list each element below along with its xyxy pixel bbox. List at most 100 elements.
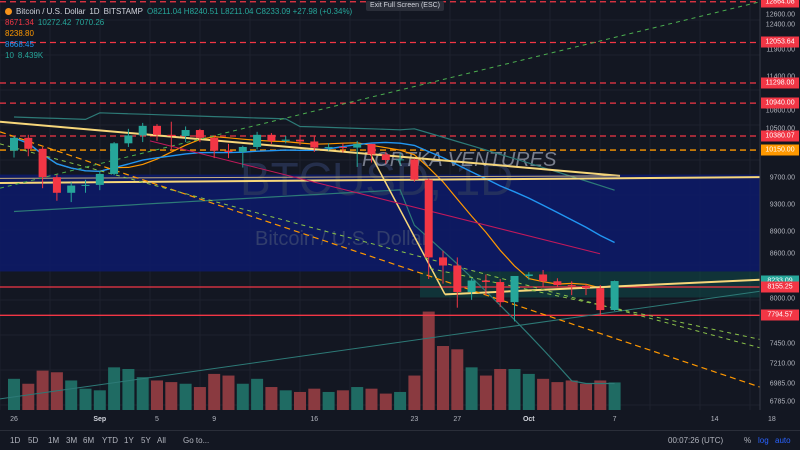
price-tick: 9300.00: [769, 201, 795, 209]
candle-body: [195, 130, 204, 138]
candle-body: [224, 150, 233, 152]
auto-toggle[interactable]: auto: [775, 436, 791, 445]
volume-bar: [265, 387, 278, 410]
chart-legend: Bitcoin / U.S. Dollar 1D BITSTAMP O8211.04 …: [5, 6, 356, 61]
legend-volume-label: 10: [5, 51, 14, 60]
volume-bar: [151, 380, 163, 410]
candle-body: [24, 137, 33, 149]
volume-bar: [165, 382, 178, 410]
candle-body: [567, 285, 576, 287]
range-button-1d[interactable]: 1D: [10, 436, 21, 445]
time-tick: 5: [155, 416, 159, 423]
volume-bar: [580, 383, 592, 410]
time-axis[interactable]: 26 Sep 5 9 16 23 27 Oct 7 14 18: [0, 410, 776, 430]
candle-body: [38, 148, 47, 178]
candle-body: [10, 137, 18, 151]
time-tick: 16: [310, 416, 319, 423]
time-tick: 23: [410, 416, 419, 423]
candle-body: [95, 173, 104, 185]
legend-ma2: 8668.45: [5, 40, 34, 49]
range-button-3m[interactable]: 3M: [66, 436, 78, 445]
time-tick: 27: [453, 416, 462, 423]
volume-bar: [236, 383, 249, 410]
legend-volume-row[interactable]: 10 8.439K: [5, 50, 356, 61]
volume-bar: [36, 370, 49, 410]
candle-body: [610, 281, 619, 311]
candle-body: [553, 281, 562, 286]
legend-ohlc: O8211.04 H8240.51 L8211.04 C8233.09 +27.…: [147, 7, 353, 16]
volume-bar: [294, 391, 306, 410]
legend-exchange[interactable]: BITSTAMP: [103, 7, 144, 16]
time-tick: 14: [710, 416, 719, 423]
exit-fullscreen-tooltip[interactable]: Exit Full Screen (ESC): [366, 1, 445, 11]
volume-bar: [608, 382, 621, 410]
legend-symbol-row: Bitcoin / U.S. Dollar 1D BITSTAMP O8211.04 …: [5, 6, 356, 17]
range-button-5d[interactable]: 5D: [28, 436, 39, 445]
goto-button[interactable]: Go to...: [183, 436, 210, 445]
candle-body: [167, 134, 176, 137]
price-tick: 8900.00: [769, 228, 795, 236]
trendline-orange-dashed: [0, 131, 761, 388]
volume-bar: [179, 383, 192, 410]
time-tick: Sep: [93, 416, 107, 423]
candle-body: [67, 185, 76, 193]
range-button-ytd[interactable]: YTD: [102, 436, 118, 445]
candle-body: [181, 130, 190, 137]
legend-bb-row[interactable]: 8671.34 10272.42 7070.26: [5, 17, 356, 28]
time-tick: 9: [212, 416, 217, 423]
clock-readout[interactable]: 00:07:26 (UTC): [668, 436, 724, 445]
candle-body: [238, 146, 247, 152]
volume-bar: [465, 367, 478, 410]
range-button-1y[interactable]: 1Y: [124, 436, 134, 445]
price-tick: 6785.00: [769, 398, 795, 406]
range-button-all[interactable]: All: [157, 436, 166, 445]
price-tick: 6985.00: [769, 380, 795, 388]
volume-bar: [537, 378, 550, 410]
legend-ma1-row[interactable]: 8238.80: [5, 28, 356, 39]
bitcoin-icon: [5, 8, 12, 16]
price-tick: 10500.00: [765, 125, 795, 133]
range-button-6m[interactable]: 6M: [83, 436, 95, 445]
candle-body: [281, 139, 290, 141]
candle-body: [81, 184, 90, 186]
price-label: 12053.64: [761, 36, 799, 48]
price-label: 7794.57: [761, 309, 799, 321]
trendline-green-up: [0, 1, 761, 189]
candle-body: [539, 274, 548, 282]
price-axis[interactable]: 12600.00 12400.00 11900.00 11400.00 10800.00…: [760, 0, 800, 410]
volume-bar: [79, 388, 92, 410]
volume-bar: [394, 391, 407, 410]
legend-interval[interactable]: 1D: [89, 7, 100, 16]
volume-bar: [8, 378, 20, 410]
price-label: 11298.00: [761, 77, 799, 89]
price-tick: 12400.00: [765, 21, 795, 29]
candle-body: [124, 135, 133, 144]
volume-bar: [365, 388, 378, 410]
volume-bar: [351, 387, 364, 410]
bottom-toolbar: 1D 5D 1M 3M 6M YTD 1Y 5Y All Go to... 00:07:26 (…: [0, 430, 800, 450]
candle-body: [396, 159, 405, 161]
volume-bar: [308, 388, 321, 410]
range-button-1m[interactable]: 1M: [48, 436, 60, 445]
range-button-5y[interactable]: 5Y: [141, 436, 151, 445]
percent-toggle[interactable]: %: [744, 436, 752, 445]
legend-ma2-row[interactable]: 8668.45: [5, 39, 356, 50]
candle-body: [353, 143, 362, 148]
legend-symbol[interactable]: Bitcoin / U.S. Dollar: [16, 7, 86, 16]
log-toggle[interactable]: log: [758, 436, 769, 445]
candle-body: [153, 125, 161, 135]
price-label: 10150.00: [761, 144, 799, 156]
volume-bar: [222, 375, 235, 410]
trendline-magenta: [149, 140, 601, 255]
candle-body: [110, 143, 119, 174]
volume-bar: [108, 367, 121, 410]
volume-bar: [93, 390, 106, 410]
candle-body: [267, 134, 276, 141]
trendline-green-dashed: [0, 143, 761, 349]
price-label: 12864.08: [761, 0, 799, 8]
price-tick: 8600.00: [769, 250, 795, 258]
volume-bar: [594, 380, 607, 410]
candle-body: [52, 177, 61, 193]
